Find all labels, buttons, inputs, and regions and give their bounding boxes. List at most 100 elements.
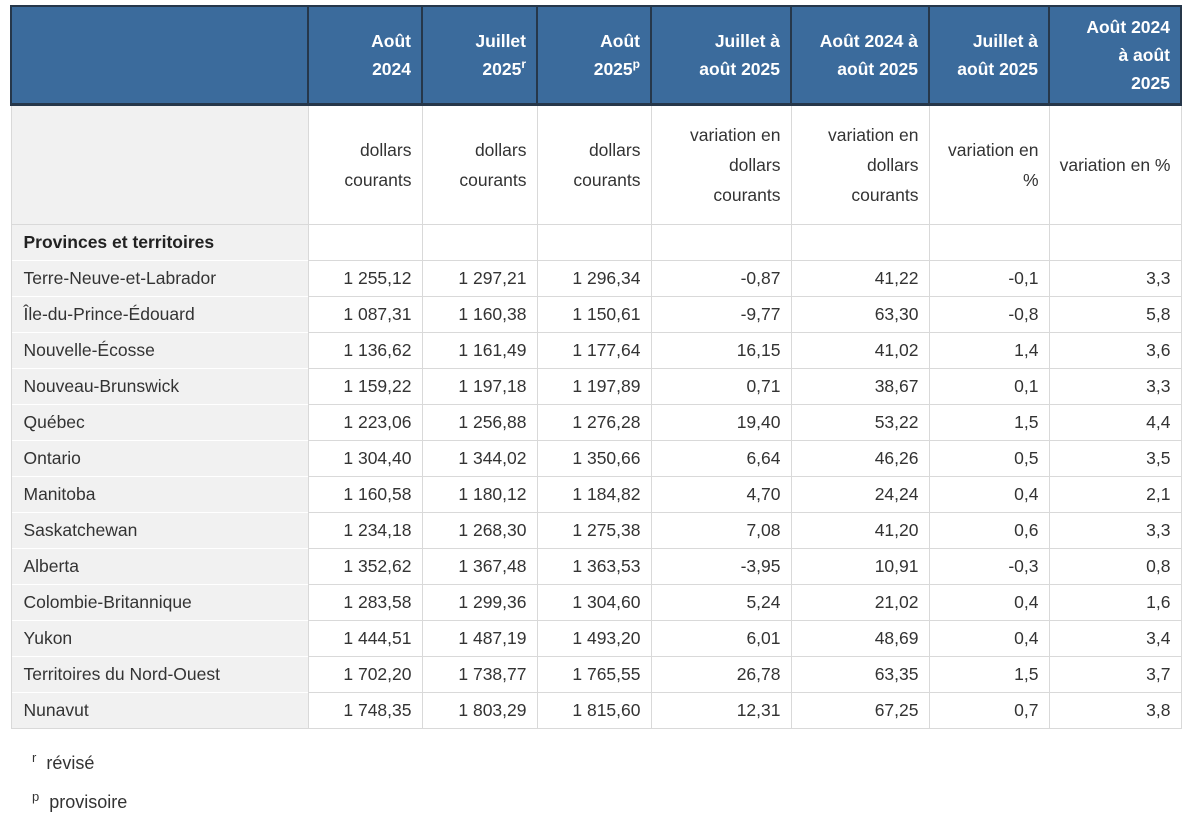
unit-cell-4: variation en dollars courants — [790, 104, 930, 225]
footnote-p-symbol: p — [32, 789, 40, 804]
table-cell: 1 256,88 — [421, 404, 538, 441]
table-cell: 1 136,62 — [307, 332, 423, 369]
footnote-r-symbol: r — [32, 750, 37, 765]
section-empty-cell — [421, 224, 538, 261]
table-cell: 26,78 — [650, 656, 792, 693]
footnote-provisional: p provisoire — [32, 780, 1190, 819]
unit-cell-1: dollars courants — [421, 104, 538, 225]
table-row: Alberta 1 352,62 1 367,48 1 363,53 -3,95 10,9… — [10, 548, 1182, 585]
table-cell: 2,1 — [1048, 476, 1182, 513]
table-cell: 63,30 — [790, 296, 930, 333]
table-cell: 3,5 — [1048, 440, 1182, 477]
table-cell: 1,5 — [928, 656, 1050, 693]
table-cell: 19,40 — [650, 404, 792, 441]
table-cell: 1 283,58 — [307, 584, 423, 621]
table-cell: 1 160,58 — [307, 476, 423, 513]
table-cell: 1 160,38 — [421, 296, 538, 333]
table-cell: 3,4 — [1048, 620, 1182, 657]
column-header-5: Juillet à août 2025 — [928, 5, 1050, 106]
table-cell: 1 444,51 — [307, 620, 423, 657]
section-empty-cell — [307, 224, 423, 261]
table-cell: 1,5 — [928, 404, 1050, 441]
row-label: Île-du-Prince-Édouard — [10, 296, 309, 333]
table-cell: 1 297,21 — [421, 260, 538, 297]
table-cell: 0,4 — [928, 620, 1050, 657]
header-superscript: p — [632, 57, 640, 72]
row-label: Colombie-Britannique — [10, 584, 309, 621]
table-row: Ontario 1 304,40 1 344,02 1 350,66 6,64 46,26… — [10, 440, 1182, 477]
row-label: Ontario — [10, 440, 309, 477]
table-row: Terre-Neuve-et-Labrador 1 255,12 1 297,21 1… — [10, 260, 1182, 297]
row-label: Saskatchewan — [10, 512, 309, 549]
table-cell: 48,69 — [790, 620, 930, 657]
table-cell: 1 223,06 — [307, 404, 423, 441]
row-label: Terre-Neuve-et-Labrador — [10, 260, 309, 297]
table-row: Île-du-Prince-Édouard 1 087,31 1 160,38 1 1… — [10, 296, 1182, 333]
table-cell: 1 738,77 — [421, 656, 538, 693]
table-row: Saskatchewan 1 234,18 1 268,30 1 275,38 7,08… — [10, 512, 1182, 549]
row-label: Alberta — [10, 548, 309, 585]
table-cell: 1 150,61 — [536, 296, 652, 333]
table-cell: 12,31 — [650, 692, 792, 729]
section-empty-cell — [1048, 224, 1182, 261]
table-cell: 3,3 — [1048, 260, 1182, 297]
earnings-table: Août 2024 Juillet 2025r Août 2025p Juillet à ao… — [10, 5, 1182, 729]
table-cell: 1 815,60 — [536, 692, 652, 729]
unit-cell-0: dollars courants — [307, 104, 423, 225]
table-cell: 1 299,36 — [421, 584, 538, 621]
column-header-4: Août 2024 à août 2025 — [790, 5, 930, 106]
table-row: Yukon 1 444,51 1 487,19 1 493,20 6,01 48,69 0,… — [10, 620, 1182, 657]
table-cell: 53,22 — [790, 404, 930, 441]
table-cell: 1 161,49 — [421, 332, 538, 369]
table-cell: 41,22 — [790, 260, 930, 297]
table-cell: 1 344,02 — [421, 440, 538, 477]
unit-cell-5: variation en % — [928, 104, 1050, 225]
column-header-1: Juillet 2025r — [421, 5, 538, 106]
table-cell: 0,4 — [928, 584, 1050, 621]
table-cell: 41,20 — [790, 512, 930, 549]
table-cell: 1 304,60 — [536, 584, 652, 621]
table-row: Québec 1 223,06 1 256,88 1 276,28 19,40 53,22… — [10, 404, 1182, 441]
table-cell: 67,25 — [790, 692, 930, 729]
table-cell: 1 352,62 — [307, 548, 423, 585]
table-cell: 5,8 — [1048, 296, 1182, 333]
row-label: Nouveau-Brunswick — [10, 368, 309, 405]
row-label: Nunavut — [10, 692, 309, 729]
table-cell: 1,4 — [928, 332, 1050, 369]
table-cell: -0,8 — [928, 296, 1050, 333]
table-cell: 1 702,20 — [307, 656, 423, 693]
table-cell: 1 234,18 — [307, 512, 423, 549]
table-cell: 1 087,31 — [307, 296, 423, 333]
table-cell: 24,24 — [790, 476, 930, 513]
table-cell: -0,87 — [650, 260, 792, 297]
table-cell: 1 197,89 — [536, 368, 652, 405]
header-superscript: r — [521, 57, 526, 72]
row-label: Nouvelle-Écosse — [10, 332, 309, 369]
section-empty-cell — [650, 224, 792, 261]
table-cell: 0,71 — [650, 368, 792, 405]
table-row: Manitoba 1 160,58 1 180,12 1 184,82 4,70 24,2… — [10, 476, 1182, 513]
table-cell: 0,4 — [928, 476, 1050, 513]
table-cell: 1,6 — [1048, 584, 1182, 621]
column-header-2: Août 2025p — [536, 5, 652, 106]
column-header-0: Août 2024 — [307, 5, 423, 106]
row-label: Territoires du Nord-Ouest — [10, 656, 309, 693]
table-cell: 16,15 — [650, 332, 792, 369]
table-row: Nouvelle-Écosse 1 136,62 1 161,49 1 177,64 1… — [10, 332, 1182, 369]
row-label: Manitoba — [10, 476, 309, 513]
row-label: Yukon — [10, 620, 309, 657]
table-cell: -3,95 — [650, 548, 792, 585]
section-empty-cell — [790, 224, 930, 261]
table-cell: 0,5 — [928, 440, 1050, 477]
table-cell: 3,8 — [1048, 692, 1182, 729]
table-cell: 1 748,35 — [307, 692, 423, 729]
table-cell: 1 197,18 — [421, 368, 538, 405]
table-cell: 3,7 — [1048, 656, 1182, 693]
table-row: Nunavut 1 748,35 1 803,29 1 815,60 12,31 67,2… — [10, 692, 1182, 729]
table-cell: 1 180,12 — [421, 476, 538, 513]
table-cell: 1 159,22 — [307, 368, 423, 405]
table-cell: 1 304,40 — [307, 440, 423, 477]
table-cell: 0,7 — [928, 692, 1050, 729]
table-cell: 38,67 — [790, 368, 930, 405]
